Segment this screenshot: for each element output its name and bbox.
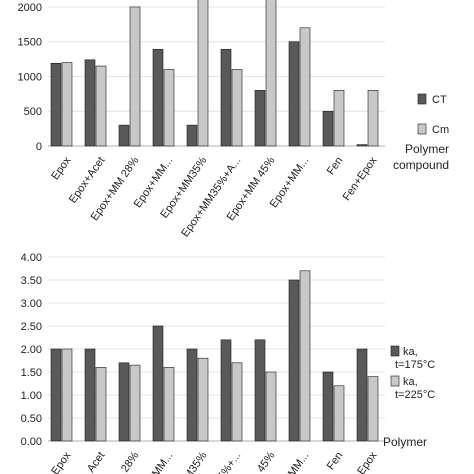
x-category-label: M35% [182, 450, 210, 474]
x-axis-title-line2: compound [393, 158, 449, 172]
bar-series2 [61, 62, 73, 147]
bar-series1 [152, 325, 164, 442]
bar-series2 [265, 371, 277, 442]
bar-series2 [299, 270, 311, 442]
bar-series1 [220, 339, 232, 442]
bar-series1 [186, 348, 198, 442]
bar-series1 [118, 362, 130, 442]
bar-series2 [197, 357, 209, 442]
x-category-label: Epox [49, 449, 73, 474]
legend-label: Cm [432, 124, 449, 136]
y-tick-label: 1.00 [21, 390, 42, 402]
legend-swatch [390, 375, 400, 387]
bar-series2 [129, 6, 141, 147]
x-category-label: MM... [286, 450, 312, 474]
x-category-label: 28% [119, 450, 142, 474]
legend-label: ka, [403, 376, 418, 388]
x-category-label: 35%+... [212, 450, 243, 474]
x-category-label: MM... [150, 450, 176, 474]
y-tick-label: 3.00 [21, 298, 42, 310]
bar-series1 [84, 348, 96, 442]
bar-series2 [61, 348, 73, 442]
bar-series1 [254, 339, 266, 442]
bar-series2 [231, 69, 243, 147]
y-tick-label: 1.50 [21, 367, 42, 379]
x-category-label: 45% [255, 450, 278, 474]
bar-series1 [288, 279, 300, 442]
bar-series2 [367, 376, 379, 442]
y-tick-label: 2000 [18, 2, 42, 14]
bar-series1 [220, 49, 232, 147]
x-category-label: Fen+Epox [341, 154, 380, 203]
x-category-label: Acet [85, 450, 107, 474]
bar-series2 [265, 0, 277, 147]
bar-series2 [333, 385, 345, 442]
bar-series2 [95, 65, 107, 147]
legend-label-line2: t=175°C [395, 359, 435, 371]
bar-series1 [186, 124, 198, 147]
bar-series2 [197, 0, 209, 147]
y-tick-label: 2.00 [21, 344, 42, 356]
bar-series1 [356, 144, 368, 147]
bar-series2 [231, 362, 243, 442]
x-axis-title: Polymer [405, 142, 449, 156]
bar-series2 [333, 90, 345, 147]
y-tick-label: 2.50 [21, 321, 42, 333]
bar-series1 [118, 124, 130, 147]
bar-series2 [129, 364, 141, 442]
y-tick-label: 0.50 [21, 413, 42, 425]
x-category-label: Fen [325, 155, 346, 177]
bar-series1 [254, 90, 266, 147]
bar-series1 [152, 49, 164, 147]
x-axis-title: Polymer [383, 435, 427, 449]
bar-series2 [367, 90, 379, 147]
x-category-label: Fen [325, 450, 346, 472]
y-tick-label: 0.00 [21, 436, 42, 448]
legend-label: ka, [403, 346, 418, 358]
x-category-label: Epox [355, 449, 379, 474]
y-tick-label: 0 [36, 141, 42, 153]
bar-series1 [288, 41, 300, 147]
bar-series2 [163, 69, 175, 147]
bar-series1 [50, 348, 62, 442]
bar-series1 [50, 62, 62, 147]
y-tick-label: 3.50 [21, 275, 42, 287]
legend-swatch [417, 123, 427, 135]
legend-label: CT [432, 94, 447, 106]
bar-series2 [299, 27, 311, 147]
y-tick-label: 4.00 [21, 252, 42, 264]
legend-swatch [417, 93, 427, 105]
legend-label-line2: t=225°C [395, 389, 435, 401]
y-tick-label: 1000 [18, 71, 42, 83]
bar-series1 [84, 59, 96, 147]
bar-series1 [356, 348, 368, 442]
y-tick-label: 500 [24, 106, 42, 118]
legend-swatch [390, 345, 400, 357]
y-tick-label: 1500 [18, 37, 42, 49]
bar-series2 [163, 367, 175, 442]
x-category-label: Epox [49, 154, 73, 182]
bar-series2 [95, 367, 107, 442]
bar-series1 [322, 371, 334, 442]
bar-series1 [322, 110, 334, 147]
x-category-label: Epox+MM35%+A... [179, 155, 243, 240]
